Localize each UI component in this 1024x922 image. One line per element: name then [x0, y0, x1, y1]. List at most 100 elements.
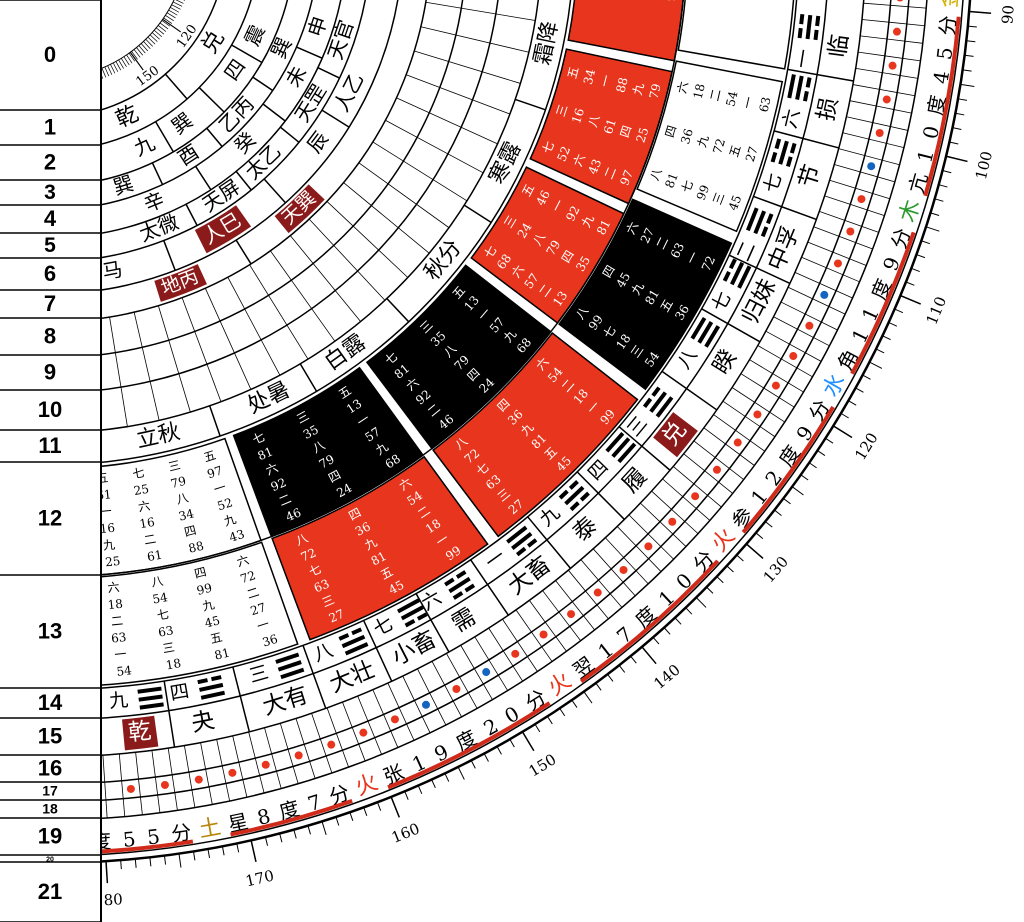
- divider: [894, 308, 904, 314]
- divider: [706, 586, 714, 594]
- divider: [640, 502, 687, 547]
- divider: [875, 348, 885, 354]
- palace-token: 八: [293, 529, 313, 548]
- divider: [184, 745, 196, 808]
- divider: [685, 607, 693, 615]
- palace-token: 43: [227, 526, 246, 544]
- palace-token: 四: [617, 120, 635, 139]
- divider: [375, 647, 393, 682]
- palace-token: 七: [307, 560, 327, 579]
- row-label: 14: [38, 690, 63, 715]
- divider: [185, 203, 198, 226]
- trigram-bar: [506, 525, 528, 544]
- divider: [120, 860, 122, 870]
- palace-token: 24: [334, 480, 354, 500]
- palace-token: 九: [201, 596, 220, 613]
- palace-token: 16: [99, 520, 119, 536]
- divider: [488, 627, 523, 682]
- palace-token: 六: [623, 216, 643, 236]
- palace-token: 二: [653, 231, 673, 251]
- palace-token: 88: [613, 72, 631, 94]
- divider: [134, 858, 137, 868]
- divider: [703, 427, 755, 466]
- palace-token: 四: [346, 503, 367, 523]
- divider: [135, 752, 143, 815]
- scale-tick: [832, 425, 853, 439]
- trigram-bar: [280, 667, 305, 680]
- divider: [167, 748, 178, 811]
- divider: [295, 718, 316, 779]
- trigram-bar: [802, 90, 809, 102]
- divider: [264, 727, 282, 789]
- trigram-bar: [805, 14, 813, 40]
- trigram-bar: [649, 391, 667, 413]
- palace-token: 43: [630, 0, 646, 1]
- divider: [605, 537, 649, 585]
- palace-token: 97: [205, 462, 227, 481]
- palace-token: 二: [647, 0, 662, 1]
- trigram: [275, 652, 305, 680]
- dot: [733, 438, 742, 447]
- dot: [294, 751, 303, 760]
- trigram: [197, 675, 226, 700]
- divider: [133, 49, 141, 58]
- divider: [546, 539, 572, 569]
- palace-token: 25: [133, 481, 154, 498]
- divider: [568, 569, 609, 620]
- palace-token: 三: [161, 639, 179, 655]
- trigram-bar: [766, 213, 774, 225]
- trigram-bar: [760, 226, 769, 238]
- palace: [636, 60, 784, 233]
- palace-line: 八 54 七 63 三 18: [148, 572, 184, 672]
- palace-token: 八: [585, 109, 603, 128]
- dot: [668, 517, 677, 526]
- trigram: [745, 207, 774, 238]
- red-arc: [579, 559, 720, 684]
- divider: [496, 746, 502, 755]
- divider: [431, 779, 436, 788]
- divider: [749, 359, 804, 393]
- divider: [840, 412, 849, 419]
- dot: [805, 321, 814, 330]
- divider: [727, 322, 761, 343]
- palace-token: 81: [213, 645, 231, 662]
- dot: [359, 728, 368, 737]
- divider: [372, 141, 468, 202]
- palace-token: 三: [553, 99, 571, 118]
- divider: [662, 478, 711, 521]
- divider: [807, 241, 867, 266]
- palace-token: 一: [683, 246, 703, 266]
- palace-token: 四: [193, 563, 212, 580]
- divider: [335, 816, 340, 826]
- palace-token: 36: [261, 631, 280, 649]
- divider: [178, 853, 182, 868]
- divider: [279, 723, 299, 784]
- divider: [791, 486, 804, 496]
- palace-token: 七: [156, 606, 174, 622]
- palace-token: 三: [167, 456, 186, 473]
- divider: [849, 100, 912, 114]
- row-label: 19: [38, 823, 62, 848]
- highlight-box: [194, 205, 252, 254]
- divider: [852, 84, 916, 97]
- divider: [302, 645, 314, 674]
- divider: [765, 330, 822, 362]
- row-label: 4: [44, 206, 57, 231]
- divider: [773, 130, 804, 140]
- divider: [154, 121, 175, 153]
- trigram-bar: [785, 156, 793, 168]
- dot: [771, 381, 780, 390]
- trigram-bar: [789, 142, 797, 154]
- divider: [208, 405, 221, 437]
- palace-line: 五 34 一 88 九 79: [564, 60, 664, 102]
- divider: [264, 836, 269, 846]
- scale-tick: [390, 796, 401, 818]
- dot: [875, 128, 884, 137]
- divider: [431, 661, 462, 718]
- divider: [321, 109, 350, 128]
- divider: [618, 665, 626, 673]
- palace-token: 72: [698, 253, 717, 273]
- palace-token: 五: [378, 562, 399, 582]
- divider: [848, 400, 857, 406]
- palace-token: 四: [558, 244, 578, 265]
